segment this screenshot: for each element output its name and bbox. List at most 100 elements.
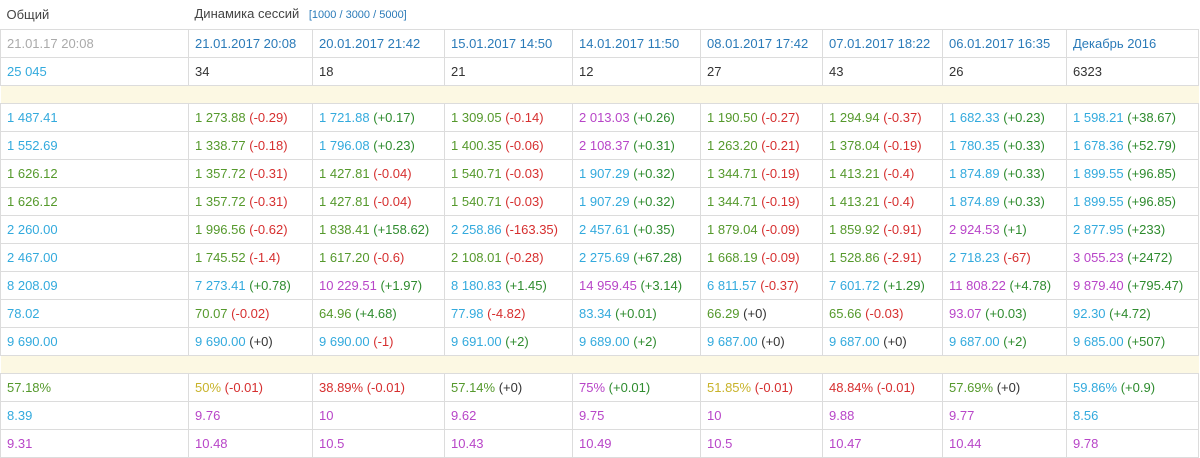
dates-row: 21.01.17 20:08 21.01.2017 20:08 20.01.2017…	[0, 29, 1199, 58]
metric-value: 1 338.77	[195, 138, 246, 153]
session-date-2[interactable]: 20.01.2017 21:42	[312, 29, 445, 58]
metric-cell: 9 690.00 (-1)	[312, 327, 445, 356]
metric-change: (-4.82)	[487, 306, 526, 321]
separator-row	[0, 85, 1199, 104]
metric-cell: 10.43	[444, 429, 573, 458]
base-value: 78.02	[0, 299, 189, 328]
metric-value: 1 540.71	[451, 194, 502, 209]
metric-value: 51.85%	[707, 380, 752, 395]
metric-cell: 9.75	[572, 401, 701, 430]
metric-cell: 57.14% (+0)	[444, 373, 573, 402]
metric-change: (-0.4)	[883, 166, 915, 181]
metric-change: (-0.21)	[761, 138, 800, 153]
metric-change: (+0.78)	[249, 278, 291, 293]
metric-change: (+0)	[498, 380, 523, 395]
metric-value: 1 996.56	[195, 222, 246, 237]
metric-value: 1 899.55	[1073, 194, 1124, 209]
stat-row: 8.39 9.76 10 9.62 9.75 10 9.88 9.77 8.56	[0, 401, 1199, 430]
session-count-8: 6323	[1066, 57, 1199, 86]
session-date-3[interactable]: 15.01.2017 14:50	[444, 29, 573, 58]
metric-value: 2 013.03	[579, 110, 630, 125]
session-date-4[interactable]: 14.01.2017 11:50	[572, 29, 701, 58]
metric-cell: 1 540.71 (-0.03)	[444, 187, 573, 216]
value-row: 2 467.00 1 745.52 (-1.4) 1 617.20 (-0.6) 2 …	[0, 243, 1199, 272]
metric-value: 14 959.45	[579, 278, 637, 293]
metric-value: 1 879.04	[707, 222, 758, 237]
value-row: 78.02 70.07 (-0.02) 64.96 (+4.68) 77.98 (-4…	[0, 299, 1199, 328]
metric-value: 8 180.83	[451, 278, 502, 293]
metric-cell: 9 687.00 (+0)	[822, 327, 943, 356]
metric-cell: 10.5	[700, 429, 823, 458]
metric-value: 1 617.20	[319, 250, 370, 265]
session-count-1: 34	[188, 57, 313, 86]
metric-value: 6 811.57	[707, 278, 757, 293]
metric-cell: 59.86% (+0.9)	[1066, 373, 1199, 402]
metric-change: (+0.32)	[633, 166, 675, 181]
metric-value: 70.07	[195, 306, 228, 321]
limits-link[interactable]: [1000 / 3000 / 5000]	[308, 9, 407, 21]
metric-cell: 9 690.00 (+0)	[188, 327, 313, 356]
metric-value: 57.69%	[949, 380, 994, 395]
metric-change: (+0.35)	[633, 222, 675, 237]
metric-cell: 1 427.81 (-0.04)	[312, 187, 445, 216]
metric-cell: 1 907.29 (+0.32)	[572, 187, 701, 216]
metric-value: 1 190.50	[707, 110, 758, 125]
metric-change: (-0.37)	[883, 110, 922, 125]
metric-value: 1 427.81	[319, 166, 370, 181]
metric-cell: 2 108.01 (-0.28)	[444, 243, 573, 272]
metric-cell: 1 190.50 (-0.27)	[700, 103, 823, 132]
metric-value: 9 690.00	[319, 334, 370, 349]
metric-change: (-0.01)	[754, 380, 794, 395]
metric-cell: 8.56	[1066, 401, 1199, 430]
metric-cell: 1 344.71 (-0.19)	[700, 159, 823, 188]
dynamics-header: Динамика сессий [1000 / 3000 / 5000]	[189, 0, 1199, 30]
metric-cell: 1 263.20 (-0.21)	[700, 131, 823, 160]
metric-change: (+507)	[1127, 334, 1166, 349]
metric-cell: 1 899.55 (+96.85)	[1066, 187, 1199, 216]
metric-change: (+0)	[249, 334, 273, 349]
metric-cell: 64.96 (+4.68)	[312, 299, 445, 328]
metric-value: 1 838.41	[319, 222, 370, 237]
metric-change: (+2472)	[1127, 250, 1173, 265]
value-row: 2 260.00 1 996.56 (-0.62) 1 838.41 (+158.6…	[0, 215, 1199, 244]
metric-change: (-0.19)	[883, 138, 922, 153]
metric-value: 10.43	[451, 436, 484, 451]
metric-cell: 10 229.51 (+1.97)	[312, 271, 445, 300]
session-count-5: 27	[700, 57, 823, 86]
metric-value: 92.30	[1073, 306, 1106, 321]
metric-change: (-0.04)	[373, 194, 412, 209]
session-date-8[interactable]: Декабрь 2016	[1066, 29, 1199, 58]
metric-change: (-0.62)	[249, 222, 288, 237]
metric-cell: 7 273.41 (+0.78)	[188, 271, 313, 300]
metric-value: 1 874.89	[949, 166, 1000, 181]
metric-cell: 57.69% (+0)	[942, 373, 1067, 402]
session-date-7[interactable]: 06.01.2017 16:35	[942, 29, 1067, 58]
overall-header: Общий	[6, 7, 50, 22]
metric-change: (-0.29)	[249, 110, 288, 125]
metric-change: (+0.31)	[633, 138, 675, 153]
session-date-1[interactable]: 21.01.2017 20:08	[188, 29, 313, 58]
metric-cell: 9.76	[188, 401, 313, 430]
metric-change: (-0.02)	[231, 306, 270, 321]
base-value: 1 552.69	[0, 131, 189, 160]
session-date-6[interactable]: 07.01.2017 18:22	[822, 29, 943, 58]
session-date-5[interactable]: 08.01.2017 17:42	[700, 29, 823, 58]
metric-change: (-0.03)	[505, 194, 544, 209]
metric-cell: 2 877.95 (+233)	[1066, 215, 1199, 244]
metric-change: (-0.09)	[761, 222, 800, 237]
metric-value: 9.88	[829, 408, 855, 423]
metric-change: (+4.68)	[355, 306, 397, 321]
metric-change: (+0.23)	[1003, 110, 1045, 125]
metric-value: 1 668.19	[707, 250, 758, 265]
metric-value: 59.86%	[1073, 380, 1118, 395]
metric-change: (-0.91)	[883, 222, 922, 237]
base-value: 8 208.09	[0, 271, 189, 300]
metric-cell: 2 013.03 (+0.26)	[572, 103, 701, 132]
metric-value: 9.77	[949, 408, 975, 423]
metric-change: (+52.79)	[1127, 138, 1177, 153]
metric-change: (+0)	[996, 380, 1021, 395]
metric-change: (-0.37)	[760, 278, 799, 293]
metric-change: (-0.01)	[224, 380, 263, 395]
metric-value: 1 899.55	[1073, 166, 1124, 181]
